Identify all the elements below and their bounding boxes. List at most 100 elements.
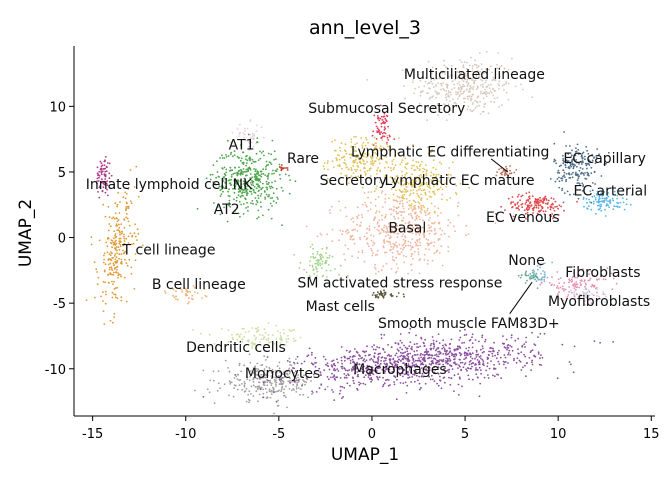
scatter-point bbox=[260, 386, 262, 389]
scatter-point bbox=[255, 336, 257, 339]
scatter-point bbox=[262, 172, 265, 175]
scatter-point bbox=[373, 114, 376, 117]
scatter-point bbox=[573, 287, 576, 290]
scatter-point bbox=[386, 227, 388, 229]
scatter-point bbox=[562, 169, 565, 172]
scatter-point bbox=[217, 382, 220, 385]
scatter-point bbox=[378, 364, 381, 366]
scatter-point bbox=[415, 334, 417, 337]
scatter-point bbox=[587, 279, 590, 282]
scatter-point bbox=[441, 188, 444, 191]
scatter-point bbox=[239, 190, 242, 193]
scatter-point bbox=[267, 164, 270, 166]
scatter-point bbox=[254, 178, 257, 181]
scatter-point bbox=[561, 288, 564, 290]
scatter-point bbox=[476, 70, 479, 72]
scatter-point bbox=[356, 168, 359, 171]
scatter-point bbox=[395, 241, 397, 244]
scatter-point bbox=[430, 72, 433, 75]
scatter-point bbox=[246, 201, 248, 204]
scatter-point bbox=[484, 340, 486, 343]
scatter-point bbox=[285, 167, 287, 169]
scatter-point bbox=[553, 142, 556, 145]
scatter-point bbox=[412, 159, 414, 162]
scatter-point bbox=[344, 143, 347, 146]
scatter-point bbox=[372, 291, 375, 294]
scatter-point bbox=[425, 372, 427, 374]
scatter-point bbox=[224, 187, 226, 190]
scatter-point bbox=[331, 255, 334, 258]
scatter-point bbox=[102, 186, 105, 189]
scatter-point bbox=[119, 237, 122, 240]
scatter-point bbox=[355, 135, 357, 138]
scatter-point bbox=[98, 186, 101, 189]
scatter-point bbox=[287, 369, 290, 371]
scatter-point bbox=[256, 377, 259, 380]
scatter-point bbox=[572, 166, 575, 168]
scatter-point bbox=[394, 164, 397, 167]
scatter-point bbox=[229, 169, 232, 172]
scatter-point bbox=[319, 232, 322, 235]
scatter-point bbox=[443, 369, 445, 372]
scatter-point bbox=[460, 368, 463, 371]
scatter-point bbox=[459, 72, 461, 75]
scatter-point bbox=[233, 150, 236, 153]
scatter-point bbox=[370, 366, 373, 368]
scatter-point bbox=[238, 169, 241, 172]
scatter-point bbox=[418, 272, 421, 275]
scatter-point bbox=[224, 182, 227, 184]
scatter-point bbox=[356, 162, 359, 165]
scatter-point bbox=[561, 179, 563, 182]
scatter-point bbox=[446, 369, 449, 372]
scatter-point bbox=[385, 251, 388, 254]
scatter-point bbox=[247, 394, 250, 396]
scatter-point bbox=[256, 179, 259, 182]
scatter-point bbox=[236, 373, 239, 376]
scatter-point bbox=[320, 383, 323, 386]
scatter-point bbox=[573, 345, 576, 348]
scatter-point bbox=[618, 206, 621, 209]
scatter-point bbox=[338, 163, 341, 166]
scatter-point bbox=[97, 276, 100, 279]
scatter-point bbox=[372, 359, 374, 361]
scatter-point bbox=[586, 167, 588, 170]
scatter-point bbox=[511, 57, 513, 60]
scatter-point bbox=[552, 198, 555, 200]
scatter-point bbox=[306, 355, 309, 358]
scatter-point bbox=[259, 201, 262, 204]
scatter-point bbox=[390, 346, 393, 348]
scatter-point bbox=[359, 173, 362, 176]
scatter-point bbox=[420, 206, 423, 209]
scatter-point bbox=[354, 158, 357, 161]
scatter-point bbox=[444, 103, 446, 106]
scatter-point bbox=[471, 352, 474, 355]
scatter-point bbox=[263, 190, 266, 192]
scatter-point bbox=[505, 82, 507, 85]
scatter-point bbox=[455, 91, 457, 94]
scatter-point bbox=[425, 174, 428, 177]
scatter-point bbox=[232, 338, 235, 341]
scatter-point bbox=[243, 390, 246, 393]
scatter-point bbox=[531, 359, 533, 362]
scatter-point bbox=[427, 92, 429, 94]
scatter-point bbox=[227, 195, 230, 197]
scatter-point bbox=[466, 61, 468, 64]
scatter-point bbox=[593, 195, 596, 198]
scatter-point bbox=[113, 230, 115, 233]
scatter-point bbox=[241, 171, 244, 173]
scatter-point bbox=[431, 96, 433, 99]
scatter-point bbox=[474, 59, 477, 62]
scatter-point bbox=[507, 347, 510, 349]
scatter-point bbox=[395, 398, 398, 401]
scatter-point bbox=[430, 225, 432, 228]
scatter-point bbox=[585, 296, 588, 299]
scatter-point bbox=[249, 181, 252, 184]
scatter-point bbox=[507, 343, 510, 346]
scatter-point bbox=[571, 280, 574, 282]
scatter-point bbox=[376, 223, 379, 225]
scatter-point bbox=[249, 361, 252, 364]
scatter-point bbox=[247, 145, 250, 148]
scatter-point bbox=[563, 288, 565, 290]
scatter-point bbox=[416, 166, 418, 168]
scatter-point bbox=[221, 157, 224, 159]
